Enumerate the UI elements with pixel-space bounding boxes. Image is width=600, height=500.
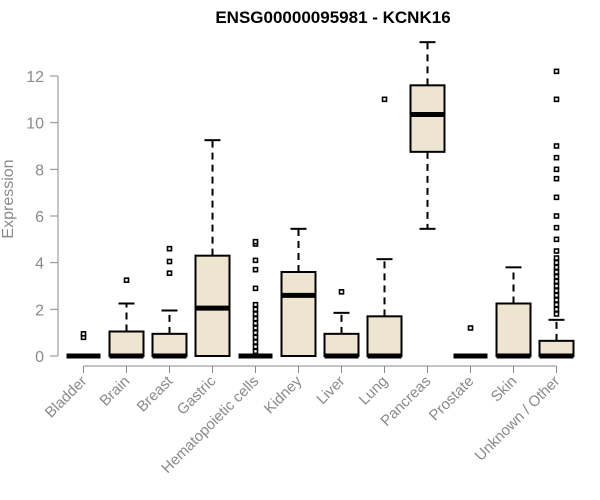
- box-prostate: [453, 325, 488, 359]
- outlier-point: [553, 287, 560, 294]
- outlier-point: [553, 224, 560, 231]
- box-body: [280, 271, 317, 357]
- outlier-point: [553, 248, 560, 254]
- outlier-point: [553, 273, 560, 280]
- outlier-point: [252, 343, 259, 350]
- x-tick-label: Brain: [97, 373, 134, 410]
- y-axis-label: Expression: [0, 159, 17, 238]
- outlier-point: [252, 320, 259, 327]
- outlier-point: [553, 311, 560, 317]
- outlier-point: [553, 283, 560, 289]
- outlier-point: [553, 269, 560, 275]
- box-kidney: [280, 227, 317, 357]
- x-tick-label: Skin: [488, 373, 521, 406]
- box-body: [409, 84, 446, 153]
- outlier-point: [553, 259, 560, 266]
- box-skin: [495, 266, 532, 359]
- outlier-point: [252, 315, 259, 322]
- outlier-point: [252, 301, 259, 308]
- outlier-point: [252, 348, 259, 355]
- box-brain: [108, 277, 145, 359]
- outlier-point: [553, 264, 560, 271]
- outlier-point: [553, 154, 560, 161]
- outlier-point: [252, 325, 259, 331]
- outlier-point: [252, 266, 259, 273]
- outlier-point: [252, 311, 259, 317]
- y-tick-label: 12: [26, 69, 44, 86]
- x-tick-label: Prostate: [426, 373, 478, 425]
- outlier-point: [123, 277, 130, 283]
- outlier-point: [553, 166, 560, 173]
- x-tick-label: Kidney: [261, 372, 306, 417]
- outlier-point: [80, 331, 87, 337]
- chart-title: ENSG00000095981 - KCNK16: [215, 8, 450, 27]
- outlier-point: [553, 301, 560, 308]
- outlier-point: [166, 245, 173, 252]
- outlier-point: [553, 96, 560, 103]
- box-body: [366, 315, 403, 358]
- box-body: [323, 332, 360, 358]
- box-pancreas: [409, 41, 446, 230]
- box-lung: [366, 96, 403, 359]
- outlier-point: [553, 292, 560, 299]
- outlier-point: [252, 334, 259, 341]
- outlier-point: [553, 213, 560, 219]
- outlier-point: [553, 175, 560, 182]
- outlier-point: [553, 297, 560, 303]
- outlier-point: [338, 289, 345, 295]
- box-gastric: [194, 139, 231, 358]
- x-tick-label: Breast: [134, 372, 177, 415]
- box-body: [495, 302, 532, 357]
- outlier-point: [252, 339, 259, 345]
- y-tick-label: 4: [35, 256, 44, 273]
- outlier-point: [252, 238, 259, 245]
- box-liver: [323, 289, 360, 359]
- outlier-point: [381, 96, 388, 103]
- outlier-point: [166, 270, 173, 276]
- outlier-point: [553, 306, 560, 313]
- x-tick-label: Liver: [313, 373, 348, 408]
- box-body: [108, 330, 145, 357]
- outlier-point: [553, 194, 560, 201]
- x-tick-label: Lung: [356, 373, 392, 409]
- outlier-point: [252, 329, 259, 336]
- box-breast: [151, 245, 188, 359]
- y-tick-label: 8: [35, 162, 44, 179]
- box-body: [151, 332, 188, 358]
- outlier-point: [553, 236, 560, 243]
- outlier-point: [166, 258, 173, 265]
- x-tick-label: Bladder: [42, 373, 91, 422]
- y-tick-label: 6: [35, 209, 44, 226]
- y-tick-label: 0: [35, 349, 44, 366]
- box-hematopoietic-cells: [238, 238, 273, 359]
- box-bladder: [66, 331, 101, 359]
- box-unknown-other: [538, 68, 575, 359]
- outlier-point: [553, 68, 560, 75]
- outlier-point: [252, 285, 259, 292]
- y-axis: 0 2 4 6 8 10 12: [26, 69, 59, 366]
- outlier-point: [467, 325, 474, 331]
- y-tick-label: 10: [26, 116, 44, 133]
- outlier-point: [252, 257, 259, 264]
- outlier-point: [252, 306, 259, 313]
- y-tick-label: 2: [35, 302, 44, 319]
- outlier-point: [553, 143, 560, 149]
- box-series: [66, 41, 575, 359]
- outlier-point: [553, 278, 560, 285]
- outlier-point: [553, 255, 560, 261]
